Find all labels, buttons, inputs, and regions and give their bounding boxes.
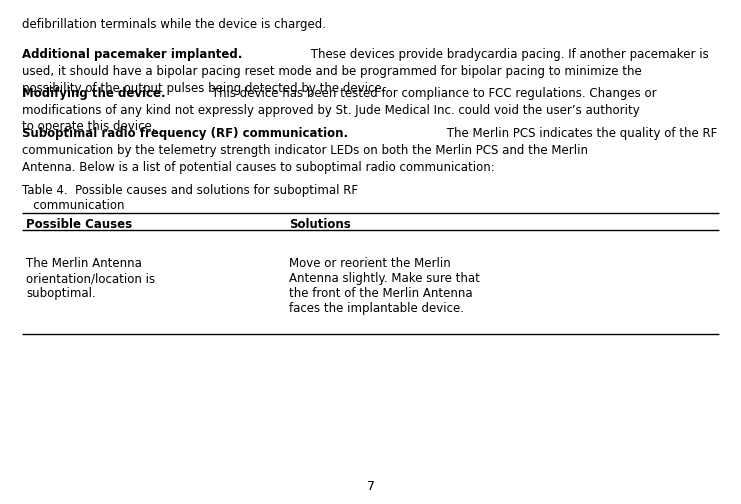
Text: communication by the telemetry strength indicator LEDs on both the Merlin PCS an: communication by the telemetry strength … bbox=[22, 144, 588, 157]
Text: used, it should have a bipolar pacing reset mode and be programmed for bipolar p: used, it should have a bipolar pacing re… bbox=[22, 65, 642, 78]
Text: Possible Causes: Possible Causes bbox=[26, 218, 132, 231]
Text: Table 4.  Possible causes and solutions for suboptimal RF
   communication: Table 4. Possible causes and solutions f… bbox=[22, 184, 358, 212]
Text: defibrillation terminals while the device is charged.: defibrillation terminals while the devic… bbox=[22, 18, 326, 31]
Text: to operate this device.: to operate this device. bbox=[22, 120, 156, 134]
Text: Solutions: Solutions bbox=[289, 218, 350, 231]
Text: Antenna. Below is a list of potential causes to suboptimal radio communication:: Antenna. Below is a list of potential ca… bbox=[22, 161, 495, 174]
Text: 7: 7 bbox=[367, 480, 374, 493]
Text: Move or reorient the Merlin
Antenna slightly. Make sure that
the front of the Me: Move or reorient the Merlin Antenna slig… bbox=[289, 257, 480, 315]
Text: The Merlin PCS indicates the quality of the RF: The Merlin PCS indicates the quality of … bbox=[443, 127, 717, 140]
Text: modifications of any kind not expressly approved by St. Jude Medical Inc. could : modifications of any kind not expressly … bbox=[22, 103, 640, 116]
Text: possibility of the output pulses being detected by the device.: possibility of the output pulses being d… bbox=[22, 82, 385, 95]
Text: The Merlin Antenna
orientation/location is
suboptimal.: The Merlin Antenna orientation/location … bbox=[26, 257, 155, 300]
Text: These devices provide bradycardia pacing. If another pacemaker is: These devices provide bradycardia pacing… bbox=[307, 48, 708, 61]
Text: This device has been tested for compliance to FCC regulations. Changes or: This device has been tested for complian… bbox=[207, 87, 657, 100]
Text: Modifying the device.: Modifying the device. bbox=[22, 87, 166, 100]
Text: Suboptimal radio frequency (RF) communication.: Suboptimal radio frequency (RF) communic… bbox=[22, 127, 348, 140]
Text: Additional pacemaker implanted.: Additional pacemaker implanted. bbox=[22, 48, 242, 61]
